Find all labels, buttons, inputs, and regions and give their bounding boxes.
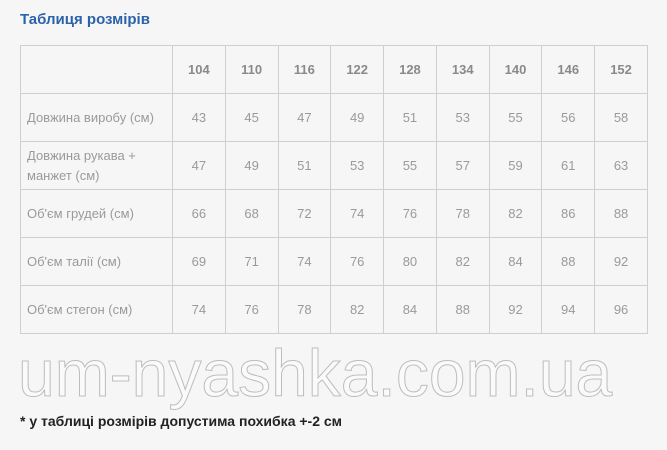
row-label: Об'єм талії (см) xyxy=(20,237,173,286)
measurement-cell: 76 xyxy=(383,189,437,238)
size-header: 128 xyxy=(383,45,437,94)
corner-cell xyxy=(20,45,173,94)
measurement-cell: 71 xyxy=(224,237,279,286)
measurement-cell: 82 xyxy=(435,237,490,286)
measurement-cell: 49 xyxy=(330,93,385,142)
footnote: * у таблиці розмірів допустима похибка +… xyxy=(20,413,343,429)
measurement-cell: 74 xyxy=(172,285,226,334)
measurement-cell: 94 xyxy=(541,285,596,334)
measurement-cell: 51 xyxy=(383,93,437,142)
measurement-cell: 84 xyxy=(488,237,543,286)
measurement-cell: 49 xyxy=(224,141,279,190)
measurement-cell: 82 xyxy=(330,285,385,334)
table-row: Об'єм стегон (см) 74 76 78 82 84 88 92 94 96 xyxy=(20,285,648,334)
size-header: 152 xyxy=(594,45,648,94)
row-label: Об'єм грудей (см) xyxy=(20,189,173,238)
measurement-cell: 78 xyxy=(277,285,332,334)
watermark: um-nyashka.com.ua xyxy=(17,336,613,410)
measurement-cell: 56 xyxy=(541,93,596,142)
size-header: 104 xyxy=(172,45,226,94)
measurement-cell: 92 xyxy=(488,285,543,334)
table-row: Об'єм грудей (см) 66 68 72 74 76 78 82 86 88 xyxy=(20,189,648,238)
table-row: Довжина виробу (см) 43 45 47 49 51 53 55 56 58 xyxy=(20,93,648,142)
measurement-cell: 59 xyxy=(488,141,543,190)
measurement-cell: 53 xyxy=(435,93,490,142)
measurement-cell: 55 xyxy=(383,141,437,190)
size-header: 116 xyxy=(277,45,332,94)
page-title: Таблиця розмірів xyxy=(20,11,150,28)
size-header: 122 xyxy=(330,45,385,94)
measurement-cell: 43 xyxy=(172,93,226,142)
measurement-cell: 76 xyxy=(330,237,385,286)
measurement-cell: 66 xyxy=(172,189,226,238)
size-table: 104 110 116 122 128 134 140 146 152 Довжина виро… xyxy=(20,45,648,334)
size-header: 146 xyxy=(541,45,596,94)
measurement-cell: 47 xyxy=(172,141,226,190)
row-label: Довжина рукава + манжет (см) xyxy=(20,141,173,190)
measurement-cell: 68 xyxy=(224,189,279,238)
row-label: Довжина виробу (см) xyxy=(20,93,173,142)
size-header: 110 xyxy=(224,45,279,94)
measurement-cell: 78 xyxy=(435,189,490,238)
measurement-cell: 51 xyxy=(277,141,332,190)
measurement-cell: 84 xyxy=(383,285,437,334)
measurement-cell: 86 xyxy=(541,189,596,238)
measurement-cell: 55 xyxy=(488,93,543,142)
measurement-cell: 72 xyxy=(277,189,332,238)
measurement-cell: 80 xyxy=(383,237,437,286)
measurement-cell: 88 xyxy=(541,237,596,286)
size-header: 134 xyxy=(435,45,490,94)
measurement-cell: 63 xyxy=(594,141,648,190)
row-label: Об'єм стегон (см) xyxy=(20,285,173,334)
measurement-cell: 69 xyxy=(172,237,226,286)
measurement-cell: 45 xyxy=(224,93,279,142)
measurement-cell: 58 xyxy=(594,93,648,142)
measurement-cell: 47 xyxy=(277,93,332,142)
header-row: 104 110 116 122 128 134 140 146 152 xyxy=(20,45,648,94)
measurement-cell: 96 xyxy=(594,285,648,334)
measurement-cell: 88 xyxy=(435,285,490,334)
measurement-cell: 82 xyxy=(488,189,543,238)
measurement-cell: 53 xyxy=(330,141,385,190)
measurement-cell: 74 xyxy=(277,237,332,286)
table-row: Довжина рукава + манжет (см) 47 49 51 53 55 57… xyxy=(20,141,648,190)
table-row: Об'єм талії (см) 69 71 74 76 80 82 84 88 92 xyxy=(20,237,648,286)
measurement-cell: 74 xyxy=(330,189,385,238)
measurement-cell: 61 xyxy=(541,141,596,190)
size-header: 140 xyxy=(488,45,543,94)
measurement-cell: 76 xyxy=(224,285,279,334)
measurement-cell: 88 xyxy=(594,189,648,238)
measurement-cell: 92 xyxy=(594,237,648,286)
measurement-cell: 57 xyxy=(435,141,490,190)
